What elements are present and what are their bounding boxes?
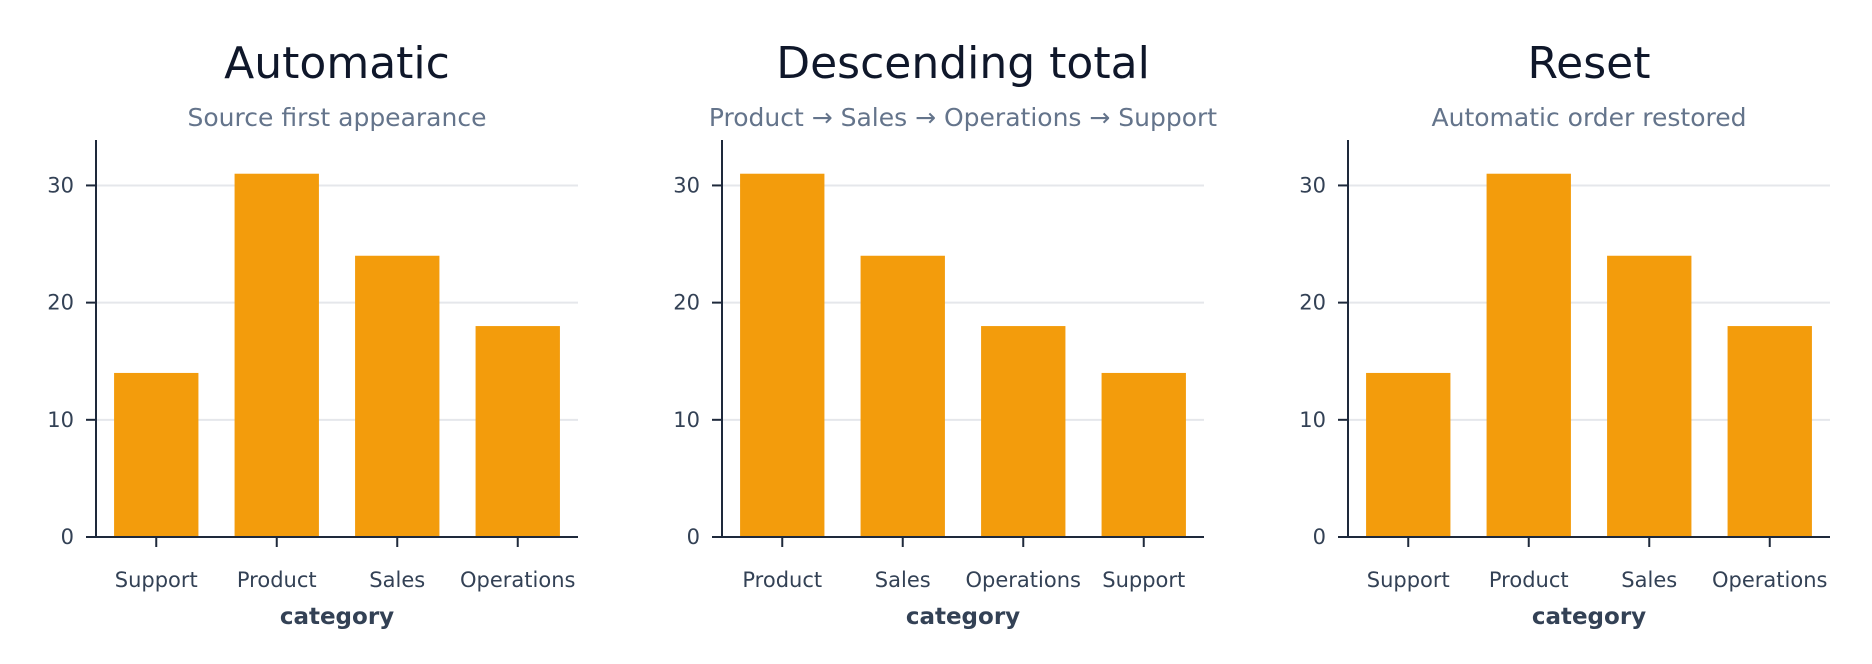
y-tick-label: 10 bbox=[1299, 408, 1326, 432]
bar bbox=[234, 173, 319, 537]
chart-title: Descending total bbox=[776, 38, 1150, 89]
y-tick-label: 0 bbox=[687, 525, 700, 549]
y-tick-label: 10 bbox=[47, 408, 74, 432]
bar bbox=[1727, 326, 1812, 537]
x-tick-label: Support bbox=[115, 568, 198, 592]
bar bbox=[1366, 372, 1451, 537]
y-tick-label: 20 bbox=[47, 291, 74, 315]
x-tick-label: Sales bbox=[369, 568, 425, 592]
chart-panel-2: Descending total Product → Sales → Operat… bbox=[673, 38, 1217, 630]
y-tick-label: 10 bbox=[673, 408, 700, 432]
x-tick-label: Support bbox=[1367, 568, 1450, 592]
y-tick-label: 30 bbox=[47, 173, 74, 197]
chart-title: Automatic bbox=[224, 38, 450, 89]
bar bbox=[981, 326, 1066, 537]
x-axis-title: category bbox=[1532, 604, 1646, 630]
bar bbox=[1486, 173, 1571, 537]
y-tick-label: 0 bbox=[61, 525, 74, 549]
chart-subtitle: Automatic order restored bbox=[1432, 103, 1747, 132]
chart-subtitle: Product → Sales → Operations → Support bbox=[709, 103, 1217, 132]
y-tick-label: 20 bbox=[673, 291, 700, 315]
x-tick-label: Product bbox=[1489, 568, 1569, 592]
x-tick-label: Operations bbox=[966, 568, 1081, 592]
chart-subtitle: Source first appearance bbox=[188, 103, 487, 132]
bar bbox=[1607, 255, 1692, 537]
x-axis-title: category bbox=[906, 604, 1020, 630]
bar bbox=[475, 326, 560, 537]
bar bbox=[1101, 372, 1186, 537]
x-tick-label: Product bbox=[237, 568, 317, 592]
x-axis-title: category bbox=[280, 604, 394, 630]
bar bbox=[355, 255, 440, 537]
y-tick-label: 20 bbox=[1299, 291, 1326, 315]
y-tick-label: 30 bbox=[673, 173, 700, 197]
x-tick-label: Operations bbox=[460, 568, 575, 592]
x-tick-label: Operations bbox=[1712, 568, 1827, 592]
x-tick-label: Sales bbox=[875, 568, 931, 592]
x-tick-label: Sales bbox=[1621, 568, 1677, 592]
x-tick-label: Product bbox=[742, 568, 822, 592]
chart-panel-3: Reset Automatic order restored 0 10 20 30 Supp… bbox=[1299, 38, 1830, 630]
bar bbox=[740, 173, 825, 537]
bar bbox=[114, 372, 199, 537]
x-tick-label: Support bbox=[1102, 568, 1185, 592]
chart-title: Reset bbox=[1528, 38, 1651, 89]
chart-panel-1: Automatic Source first appearance 0 10 20 30 S… bbox=[47, 38, 578, 630]
y-tick-label: 0 bbox=[1313, 525, 1326, 549]
bar bbox=[860, 255, 945, 537]
y-tick-label: 30 bbox=[1299, 173, 1326, 197]
